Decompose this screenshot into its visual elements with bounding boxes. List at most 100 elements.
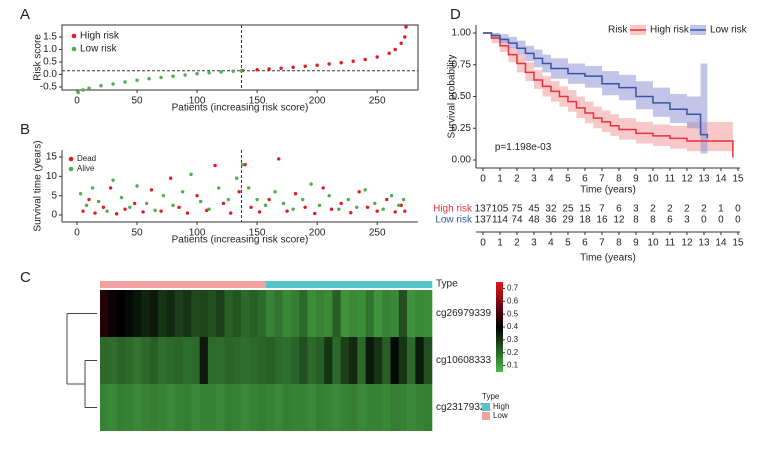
- heatmap-cell: [349, 290, 358, 337]
- data-point: [237, 190, 241, 194]
- type-annotation-cell: [332, 281, 341, 288]
- data-point: [180, 190, 185, 194]
- data-point: [351, 59, 355, 63]
- risk-table-x-tick-label: 9: [633, 238, 639, 249]
- y-tick-label: 0: [51, 210, 57, 221]
- heatmap-cell: [224, 290, 234, 337]
- panel-letter: C: [20, 269, 31, 286]
- legend-label: Low risk: [710, 25, 748, 36]
- data-point: [234, 176, 239, 180]
- risk-table-x-tick-label: 2: [514, 238, 520, 249]
- x-tick-label: 5: [565, 174, 571, 185]
- row-label: cg26979339: [436, 308, 491, 319]
- data-point: [171, 74, 175, 78]
- data-point: [327, 62, 331, 66]
- data-point: [303, 64, 307, 68]
- type-annotation-cell: [183, 281, 192, 288]
- type-annotation-cell: [382, 281, 391, 288]
- confidence-band: [482, 33, 733, 152]
- x-tick-label: 13: [698, 174, 710, 185]
- legend-title: Risk: [608, 25, 628, 36]
- data-point: [147, 77, 151, 81]
- heatmap-cell: [241, 337, 250, 384]
- type-annotation-cell: [116, 281, 126, 288]
- heatmap-cell: [224, 337, 234, 384]
- heatmap-cell: [158, 337, 167, 384]
- type-annotation-cell: [407, 281, 416, 288]
- risk-table-value: 6: [616, 204, 622, 215]
- heatmap-cell: [390, 384, 400, 431]
- data-point: [198, 199, 203, 204]
- data-point: [291, 207, 295, 211]
- heatmap-cell: [183, 290, 192, 337]
- data-point: [241, 163, 245, 167]
- heatmap-cell: [266, 384, 275, 431]
- data-point: [87, 197, 91, 202]
- risk-table-value: 3: [684, 215, 690, 226]
- heatmap-cell: [390, 337, 400, 384]
- type-annotation-cell: [357, 281, 366, 288]
- heatmap-cell: [141, 337, 151, 384]
- data-point: [195, 193, 199, 198]
- data-point: [153, 208, 157, 213]
- data-point: [119, 195, 124, 200]
- heatmap-cell: [398, 290, 408, 337]
- data-point: [263, 203, 268, 208]
- x-tick-label: 50: [131, 96, 143, 107]
- data-point: [309, 182, 313, 186]
- type-annotation-cell: [266, 281, 275, 288]
- data-point: [216, 186, 221, 190]
- heatmap-cell: [266, 290, 275, 337]
- heatmap-cell: [216, 337, 225, 384]
- x-tick-label: 3: [531, 174, 537, 185]
- heatmap-cell: [349, 384, 358, 431]
- data-point: [321, 186, 325, 190]
- legend-swatch: [482, 412, 490, 420]
- heatmap-cell: [249, 290, 258, 337]
- type-annotation-cell: [108, 281, 117, 288]
- colorbar-tick-label: 0.3: [507, 335, 519, 344]
- heatmap-cell: [174, 384, 184, 431]
- heatmap-cell: [149, 337, 159, 384]
- x-tick-label: 6: [582, 174, 588, 185]
- data-point: [303, 205, 307, 209]
- heatmap-cell: [274, 337, 283, 384]
- colorbar: [496, 282, 503, 372]
- data-point: [177, 205, 181, 209]
- y-tick-label: 15: [46, 152, 58, 163]
- risk-table-value: 25: [562, 204, 574, 215]
- type-annotation-cell: [207, 281, 217, 288]
- survival-curve: [482, 32, 734, 158]
- heatmap-cell: [199, 337, 209, 384]
- survival-curve: [482, 32, 709, 139]
- x-tick-label: 0: [74, 228, 80, 239]
- heatmap-cell: [423, 384, 433, 431]
- heatmap-cell: [116, 384, 126, 431]
- heatmap-cell: [207, 384, 217, 431]
- heatmap-cell: [124, 290, 134, 337]
- heatmap-cell: [324, 337, 333, 384]
- data-point: [365, 205, 370, 209]
- risk-table-value: 1: [718, 204, 724, 215]
- heatmap-cell: [315, 337, 325, 384]
- heatmap-cell: [340, 384, 350, 431]
- colorbar-tick-label: 0.5: [507, 309, 519, 318]
- type-annotation-cell: [224, 281, 234, 288]
- risk-table-value: 0: [701, 215, 707, 226]
- heatmap-cell: [365, 290, 375, 337]
- data-point: [355, 205, 359, 209]
- risk-table-row-label: High risk: [433, 204, 473, 215]
- risk-table-value: 36: [545, 215, 557, 226]
- heatmap-cell: [191, 337, 200, 384]
- heatmap-cell: [199, 384, 209, 431]
- heatmap-cell: [241, 290, 250, 337]
- type-annotation-cell: [241, 281, 250, 288]
- risk-table-value: 32: [545, 204, 557, 215]
- heatmap-cell: [290, 337, 300, 384]
- data-point: [403, 209, 407, 213]
- heatmap-cell: [407, 337, 416, 384]
- data-point: [393, 47, 397, 52]
- heatmap-cell: [257, 384, 267, 431]
- heatmap-cell: [183, 384, 192, 431]
- risk-table-value: 7: [599, 204, 605, 215]
